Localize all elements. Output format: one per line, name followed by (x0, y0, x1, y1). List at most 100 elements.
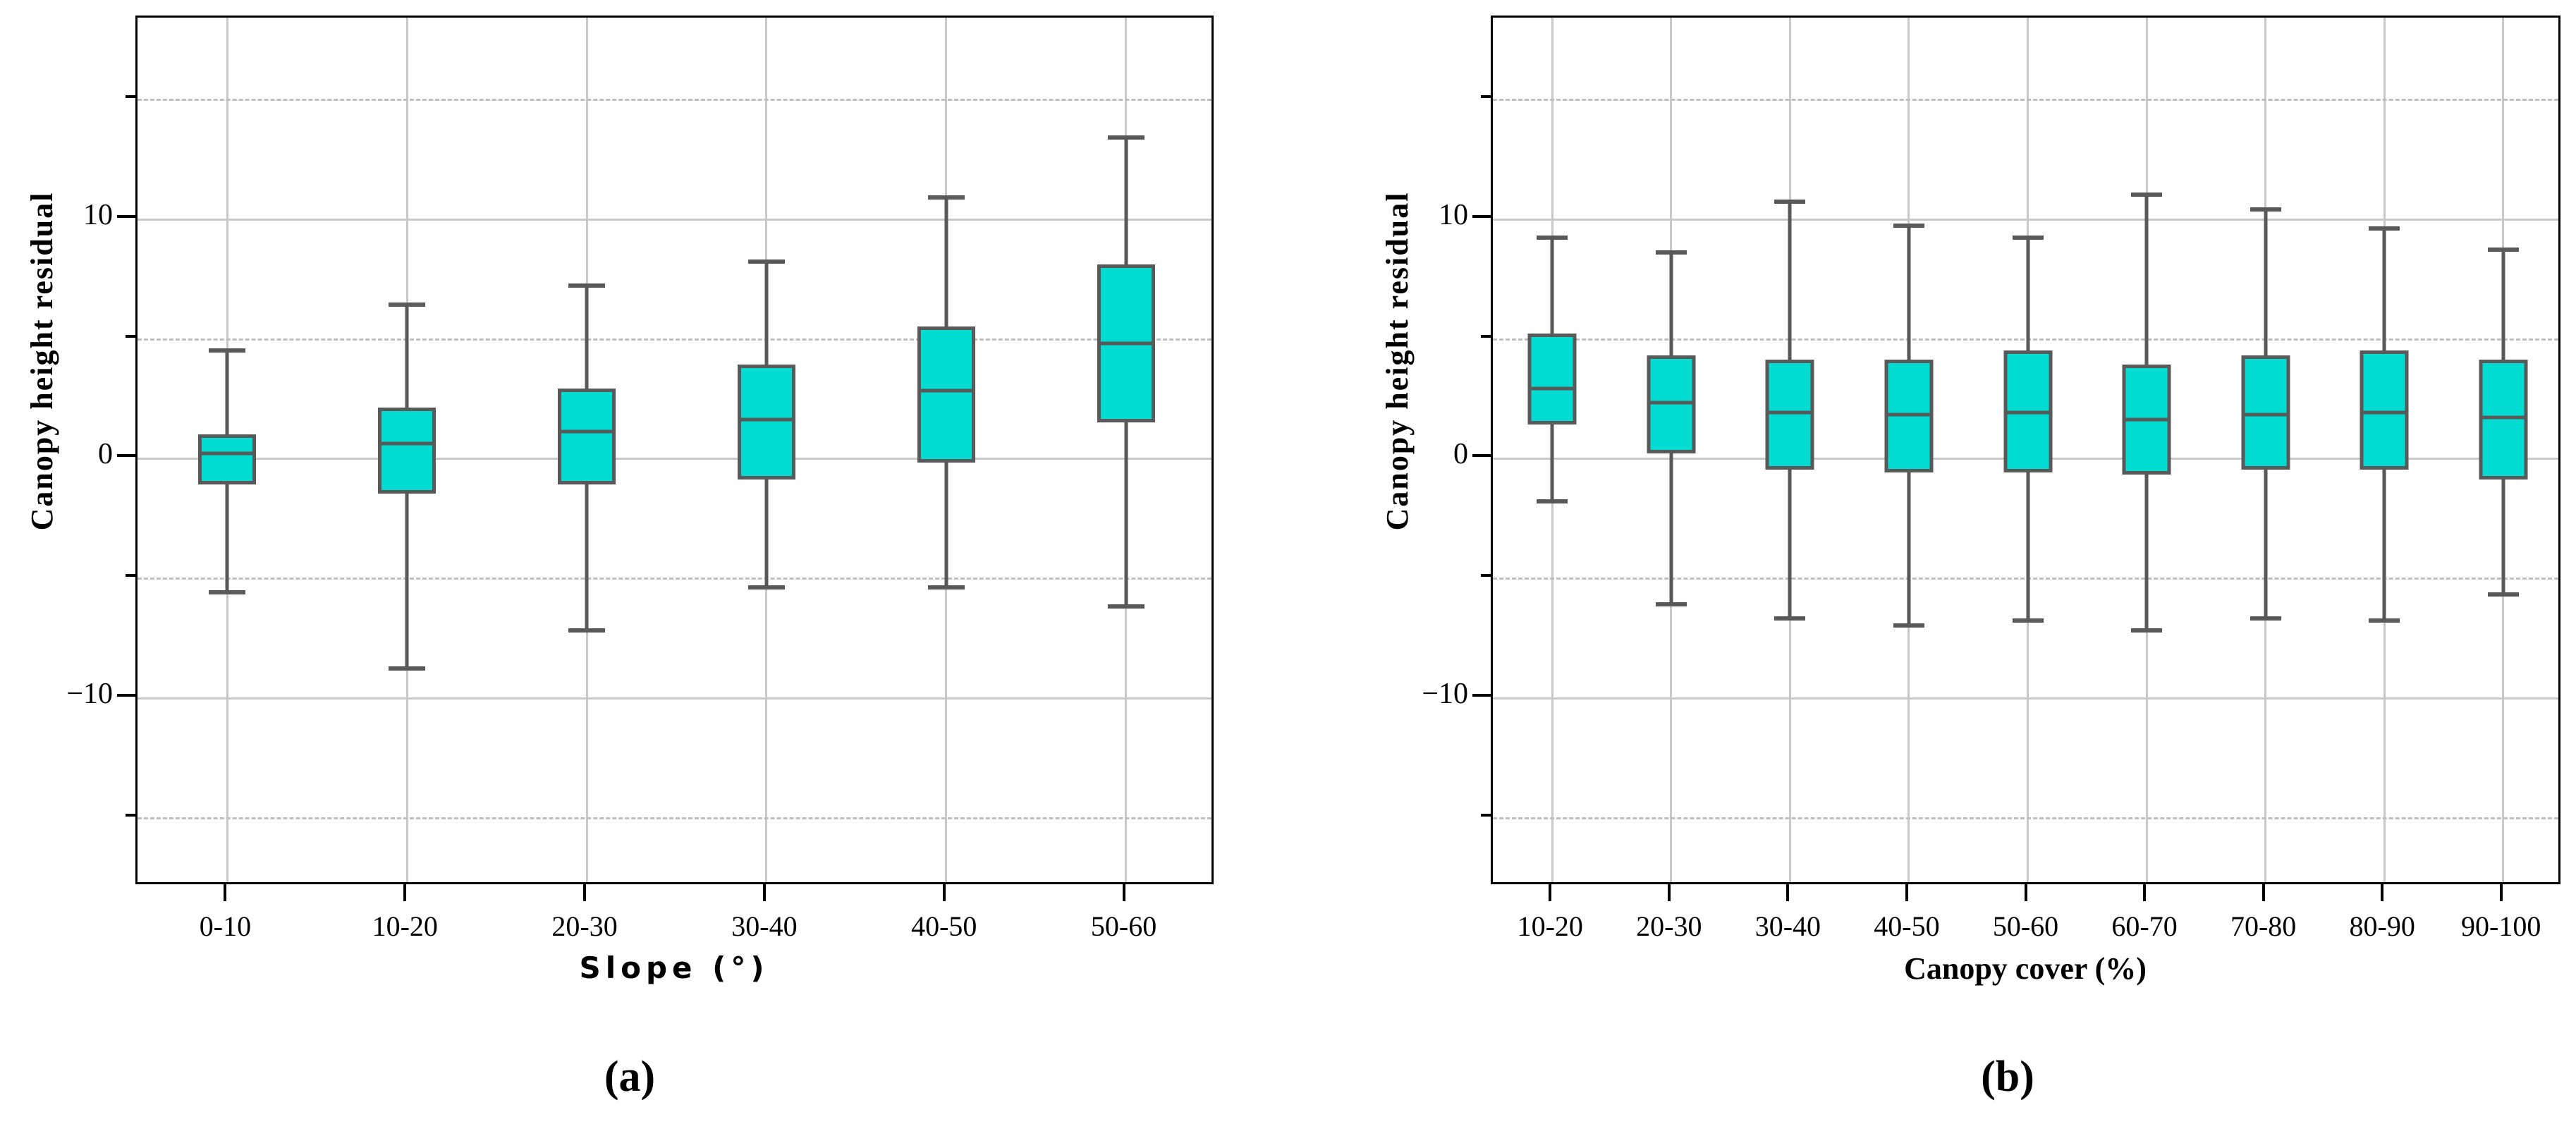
y-axis-major-tick (1472, 693, 1491, 697)
y-axis-major-tick (1472, 215, 1491, 219)
median-line (919, 389, 973, 393)
whisker-cap-upper (209, 348, 246, 353)
whisker-cap-upper (1655, 250, 1687, 255)
x-tick-label: 10-20 (1517, 910, 1583, 942)
gridline-solid (1493, 219, 2558, 221)
x-tick-label: 40-50 (1874, 910, 1940, 942)
gridline-dashed (138, 338, 1211, 341)
box-iqr (1765, 360, 1814, 470)
y-axis-major-tick (117, 693, 135, 697)
x-axis-tick (1786, 884, 1790, 901)
x-axis-tick (2499, 884, 2503, 901)
y-axis-minor-tick (126, 813, 135, 817)
x-tick-label: 0-10 (199, 910, 252, 942)
box-iqr (917, 326, 975, 463)
plot-area-b (1491, 16, 2560, 884)
whisker-cap-upper (1774, 200, 1806, 204)
median-line (2481, 415, 2526, 420)
y-tick-label: 0 (1453, 438, 1468, 471)
gridline-solid (138, 219, 1211, 221)
whisker-cap-upper (747, 259, 785, 264)
whisker-cap-lower (2250, 616, 2281, 621)
x-axis-tick (1667, 884, 1671, 901)
whisker-cap-lower (2487, 592, 2519, 597)
box-iqr (1527, 334, 1577, 425)
whisker-cap-lower (2369, 618, 2400, 623)
median-line (2006, 410, 2050, 415)
whisker-cap-lower (1893, 623, 1924, 628)
y-axis-major-tick (117, 215, 135, 219)
y-tick-label: −10 (66, 677, 113, 710)
box-iqr (2241, 355, 2290, 470)
x-tick-label: 40-50 (911, 910, 977, 942)
x-axis-tick (2024, 884, 2027, 901)
gridline-dashed (138, 99, 1211, 102)
y-axis-minor-tick (1481, 574, 1491, 578)
panel-label-b: (b) (1981, 1053, 2034, 1101)
x-tick-label: 10-20 (372, 910, 438, 942)
x-tick-label: 60-70 (2111, 910, 2178, 942)
box-iqr (2360, 350, 2409, 470)
x-axis-tick (1122, 884, 1125, 901)
y-axis-title-a: Canopy height residual (25, 191, 59, 531)
whisker-cap-upper (2250, 207, 2281, 212)
x-tick-label: 20-30 (551, 910, 618, 942)
x-axis-tick (403, 884, 407, 901)
x-axis-title-b: Canopy cover (%) (1904, 951, 2147, 986)
box-iqr (558, 389, 616, 484)
x-axis-tick (1549, 884, 1552, 901)
gridline-dashed (1493, 338, 2558, 341)
y-axis-minor-tick (126, 334, 135, 338)
x-axis-tick (762, 884, 766, 901)
median-line (1886, 413, 1931, 417)
whisker-cap-lower (2131, 628, 2163, 633)
y-axis-major-tick (1472, 454, 1491, 458)
whisker-cap-upper (2131, 193, 2163, 197)
whisker-cap-upper (2487, 248, 2519, 252)
box-iqr (2479, 360, 2528, 480)
gridline-solid (1493, 697, 2558, 700)
whisker-cap-upper (927, 195, 965, 200)
y-axis-title-b: Canopy height residual (1380, 191, 1415, 531)
median-line (2362, 410, 2407, 415)
x-tick-label: 30-40 (1754, 910, 1821, 942)
whisker-cap-upper (1893, 224, 1924, 228)
x-tick-label: 20-30 (1636, 910, 1702, 942)
whisker-cap-lower (1774, 616, 1806, 621)
x-axis-tick (942, 884, 946, 901)
y-tick-label: 10 (1439, 199, 1468, 232)
y-axis-minor-tick (126, 95, 135, 99)
whisker-cap-upper (1107, 135, 1144, 140)
gridline-dashed (138, 817, 1211, 819)
gridline-dashed (138, 578, 1211, 580)
median-line (1649, 401, 1694, 405)
gridline-dashed (1493, 817, 2558, 819)
x-tick-label: 50-60 (1090, 910, 1157, 942)
x-axis-title-a: Slope (°) (579, 951, 769, 985)
x-tick-label: 80-90 (2349, 910, 2415, 942)
whisker-cap-lower (209, 590, 246, 594)
x-axis-tick (2261, 884, 2265, 901)
median-line (2243, 413, 2288, 417)
whisker-cap-lower (927, 585, 965, 590)
y-axis-minor-tick (126, 574, 135, 578)
box-iqr (198, 434, 257, 484)
whisker-cap-upper (2012, 236, 2044, 240)
gridline-solid (138, 458, 1211, 460)
y-tick-label: −10 (1422, 677, 1468, 710)
whisker-cap-lower (2012, 618, 2044, 623)
y-axis-major-tick (117, 454, 135, 458)
x-axis-tick (1905, 884, 1908, 901)
gridline-dashed (1493, 99, 2558, 102)
gridline-dashed (1493, 578, 2558, 580)
x-axis-tick (2143, 884, 2147, 901)
x-tick-label: 90-100 (2461, 910, 2541, 942)
whisker-cap-lower (1107, 604, 1144, 609)
panel-label-a: (a) (604, 1053, 656, 1101)
median-line (560, 429, 614, 434)
y-tick-label: 10 (83, 199, 113, 232)
gridline-solid (138, 697, 1211, 700)
whisker-cap-lower (1537, 499, 1568, 503)
median-line (1530, 386, 1575, 391)
x-axis-tick (583, 884, 587, 901)
